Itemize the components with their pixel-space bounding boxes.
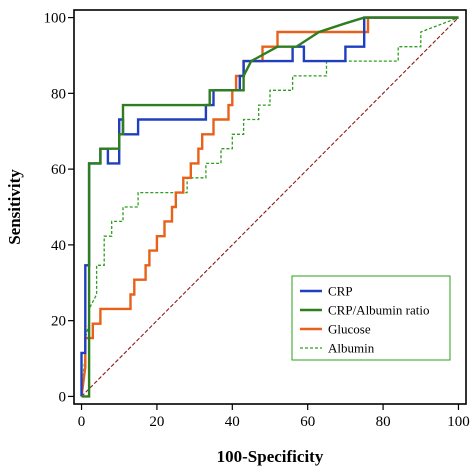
axes-layer: 0 20 40 60 80 100 0 20 40 60 80 100: [44, 9, 470, 430]
series-layer: [80, 16, 459, 398]
legend-label-glucose: Glucose: [328, 322, 371, 337]
x-tick-label: 20: [149, 414, 164, 430]
y-tick-label: 0: [59, 389, 67, 405]
x-tick-label: 0: [78, 414, 86, 430]
series-crp-albumin-ratio-line: [81, 16, 459, 398]
legend-box: [291, 275, 451, 361]
y-tick-label: 40: [51, 238, 66, 254]
y-tick-label: 20: [51, 314, 66, 330]
x-tick-label: 100: [447, 414, 470, 430]
x-tick-label: 80: [376, 414, 391, 430]
series-albumin-line: [80, 16, 459, 397]
legend-label-albumin: Albumin: [328, 341, 375, 356]
x-tick-label: 40: [225, 414, 240, 430]
plot-frame: [73, 9, 467, 405]
y-tick-label: 80: [51, 86, 66, 102]
legend: CRP CRP/Albumin ratio Glucose Albumin: [291, 275, 451, 361]
legend-label-crp-albumin-ratio: CRP/Albumin ratio: [328, 303, 429, 318]
y-tick-label: 60: [51, 162, 66, 178]
x-axis-label: 100-Specificity: [217, 447, 324, 466]
x-tick-label: 60: [300, 414, 315, 430]
y-axis-label: Sensitivity: [5, 169, 24, 245]
y-tick-label: 100: [44, 11, 67, 27]
reference-diagonal-layer: [81, 17, 459, 397]
legend-label-crp: CRP: [328, 284, 353, 299]
reference-diagonal-line: [81, 17, 459, 397]
